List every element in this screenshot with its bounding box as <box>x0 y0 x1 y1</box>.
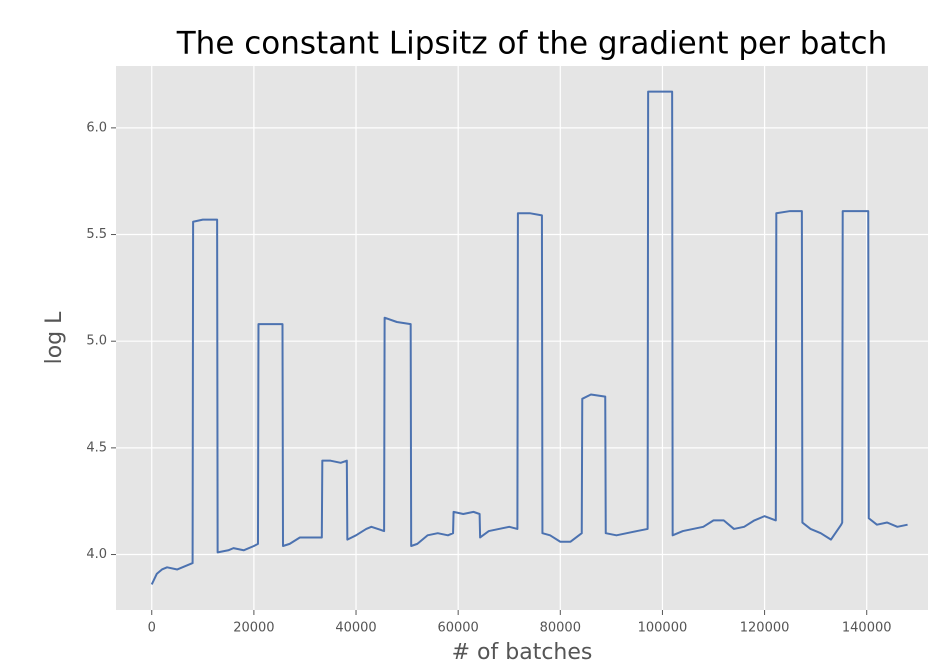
y-tick-label: 5.0 <box>86 334 107 349</box>
y-tick-label: 5.5 <box>86 227 107 242</box>
chart-title: The constant Lipsitz of the gradient per… <box>176 26 888 62</box>
y-axis-label: log L <box>42 311 67 365</box>
y-tick-label: 4.0 <box>86 547 107 562</box>
x-tick-label: 80000 <box>540 621 581 636</box>
y-tick-label: 4.5 <box>86 440 107 455</box>
x-tick-label: 0 <box>148 621 156 636</box>
x-tick-label: 140000 <box>842 621 892 636</box>
plot-area <box>116 66 928 610</box>
data-line <box>150 90 908 585</box>
x-tick-label: 100000 <box>638 621 688 636</box>
x-tick-label: 60000 <box>437 621 478 636</box>
y-tick-label: 6.0 <box>86 120 107 135</box>
x-tick-label: 120000 <box>740 621 790 636</box>
x-tick-label: 40000 <box>335 621 376 636</box>
x-tick-label: 20000 <box>233 621 274 636</box>
x-axis-label: # of batches <box>452 640 593 664</box>
